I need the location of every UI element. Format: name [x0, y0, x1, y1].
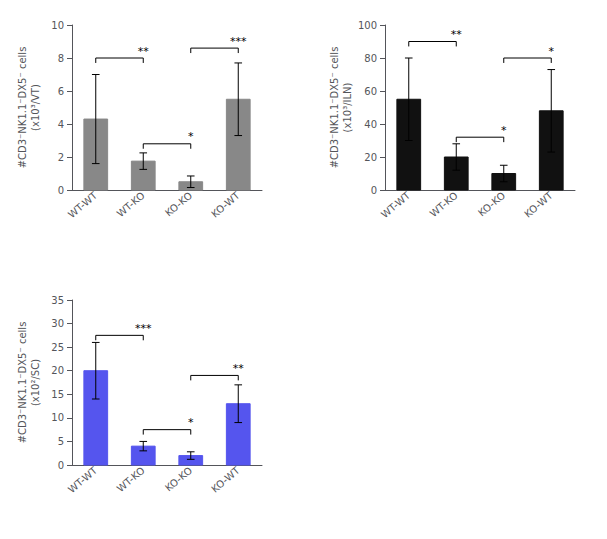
svg-text:10: 10	[51, 412, 64, 423]
svg-text:WT-KO: WT-KO	[115, 190, 147, 219]
svg-text:20: 20	[364, 152, 377, 163]
svg-text:35: 35	[51, 295, 64, 306]
svg-text:KO-WT: KO-WT	[209, 189, 242, 219]
svg-text:60: 60	[364, 86, 377, 97]
svg-text:20: 20	[51, 365, 64, 376]
svg-text:KO-KO: KO-KO	[476, 190, 507, 219]
svg-text:*: *	[188, 130, 194, 143]
svg-text:(x10³/VT): (x10³/VT)	[30, 84, 41, 131]
svg-text:10: 10	[51, 20, 64, 31]
svg-text:(x10³/ILN): (x10³/ILN)	[342, 82, 353, 132]
svg-text:KO-KO: KO-KO	[163, 465, 194, 494]
svg-text:8: 8	[58, 53, 64, 64]
svg-text:0: 0	[58, 185, 64, 196]
svg-text:WT-KO: WT-KO	[115, 465, 147, 494]
svg-text:***: ***	[230, 35, 247, 48]
svg-text:(x10²/SC): (x10²/SC)	[30, 359, 41, 406]
svg-text:#CD3⁻NK1.1⁻DX5⁻ cells: #CD3⁻NK1.1⁻DX5⁻ cells	[17, 322, 28, 444]
svg-text:WT-KO: WT-KO	[428, 190, 460, 219]
svg-text:100: 100	[358, 20, 377, 31]
svg-text:***: ***	[135, 322, 152, 335]
svg-text:2: 2	[58, 152, 64, 163]
svg-text:#CD3⁻NK1.1⁻DX5⁻ cells: #CD3⁻NK1.1⁻DX5⁻ cells	[329, 47, 340, 169]
svg-text:*: *	[549, 45, 555, 58]
svg-text:0: 0	[58, 460, 64, 471]
svg-text:*: *	[501, 124, 507, 137]
svg-text:15: 15	[51, 389, 64, 400]
svg-text:WT-WT: WT-WT	[66, 189, 100, 220]
svg-text:40: 40	[364, 119, 377, 130]
svg-text:0: 0	[371, 185, 377, 196]
svg-text:**: **	[451, 28, 463, 41]
svg-text:4: 4	[58, 119, 64, 130]
svg-text:KO-KO: KO-KO	[163, 190, 194, 219]
svg-text:WT-WT: WT-WT	[379, 189, 413, 220]
svg-text:5: 5	[58, 436, 64, 447]
svg-text:25: 25	[51, 342, 64, 353]
svg-text:#CD3⁻NK1.1⁻DX5⁻ cells: #CD3⁻NK1.1⁻DX5⁻ cells	[17, 47, 28, 169]
svg-text:**: **	[138, 45, 150, 58]
svg-text:KO-WT: KO-WT	[209, 464, 242, 494]
svg-text:**: **	[233, 362, 245, 375]
svg-text:WT-WT: WT-WT	[66, 464, 100, 495]
svg-text:KO-WT: KO-WT	[522, 189, 555, 219]
svg-text:80: 80	[364, 53, 377, 64]
svg-text:30: 30	[51, 318, 64, 329]
svg-text:*: *	[188, 416, 194, 429]
svg-text:6: 6	[58, 86, 64, 97]
